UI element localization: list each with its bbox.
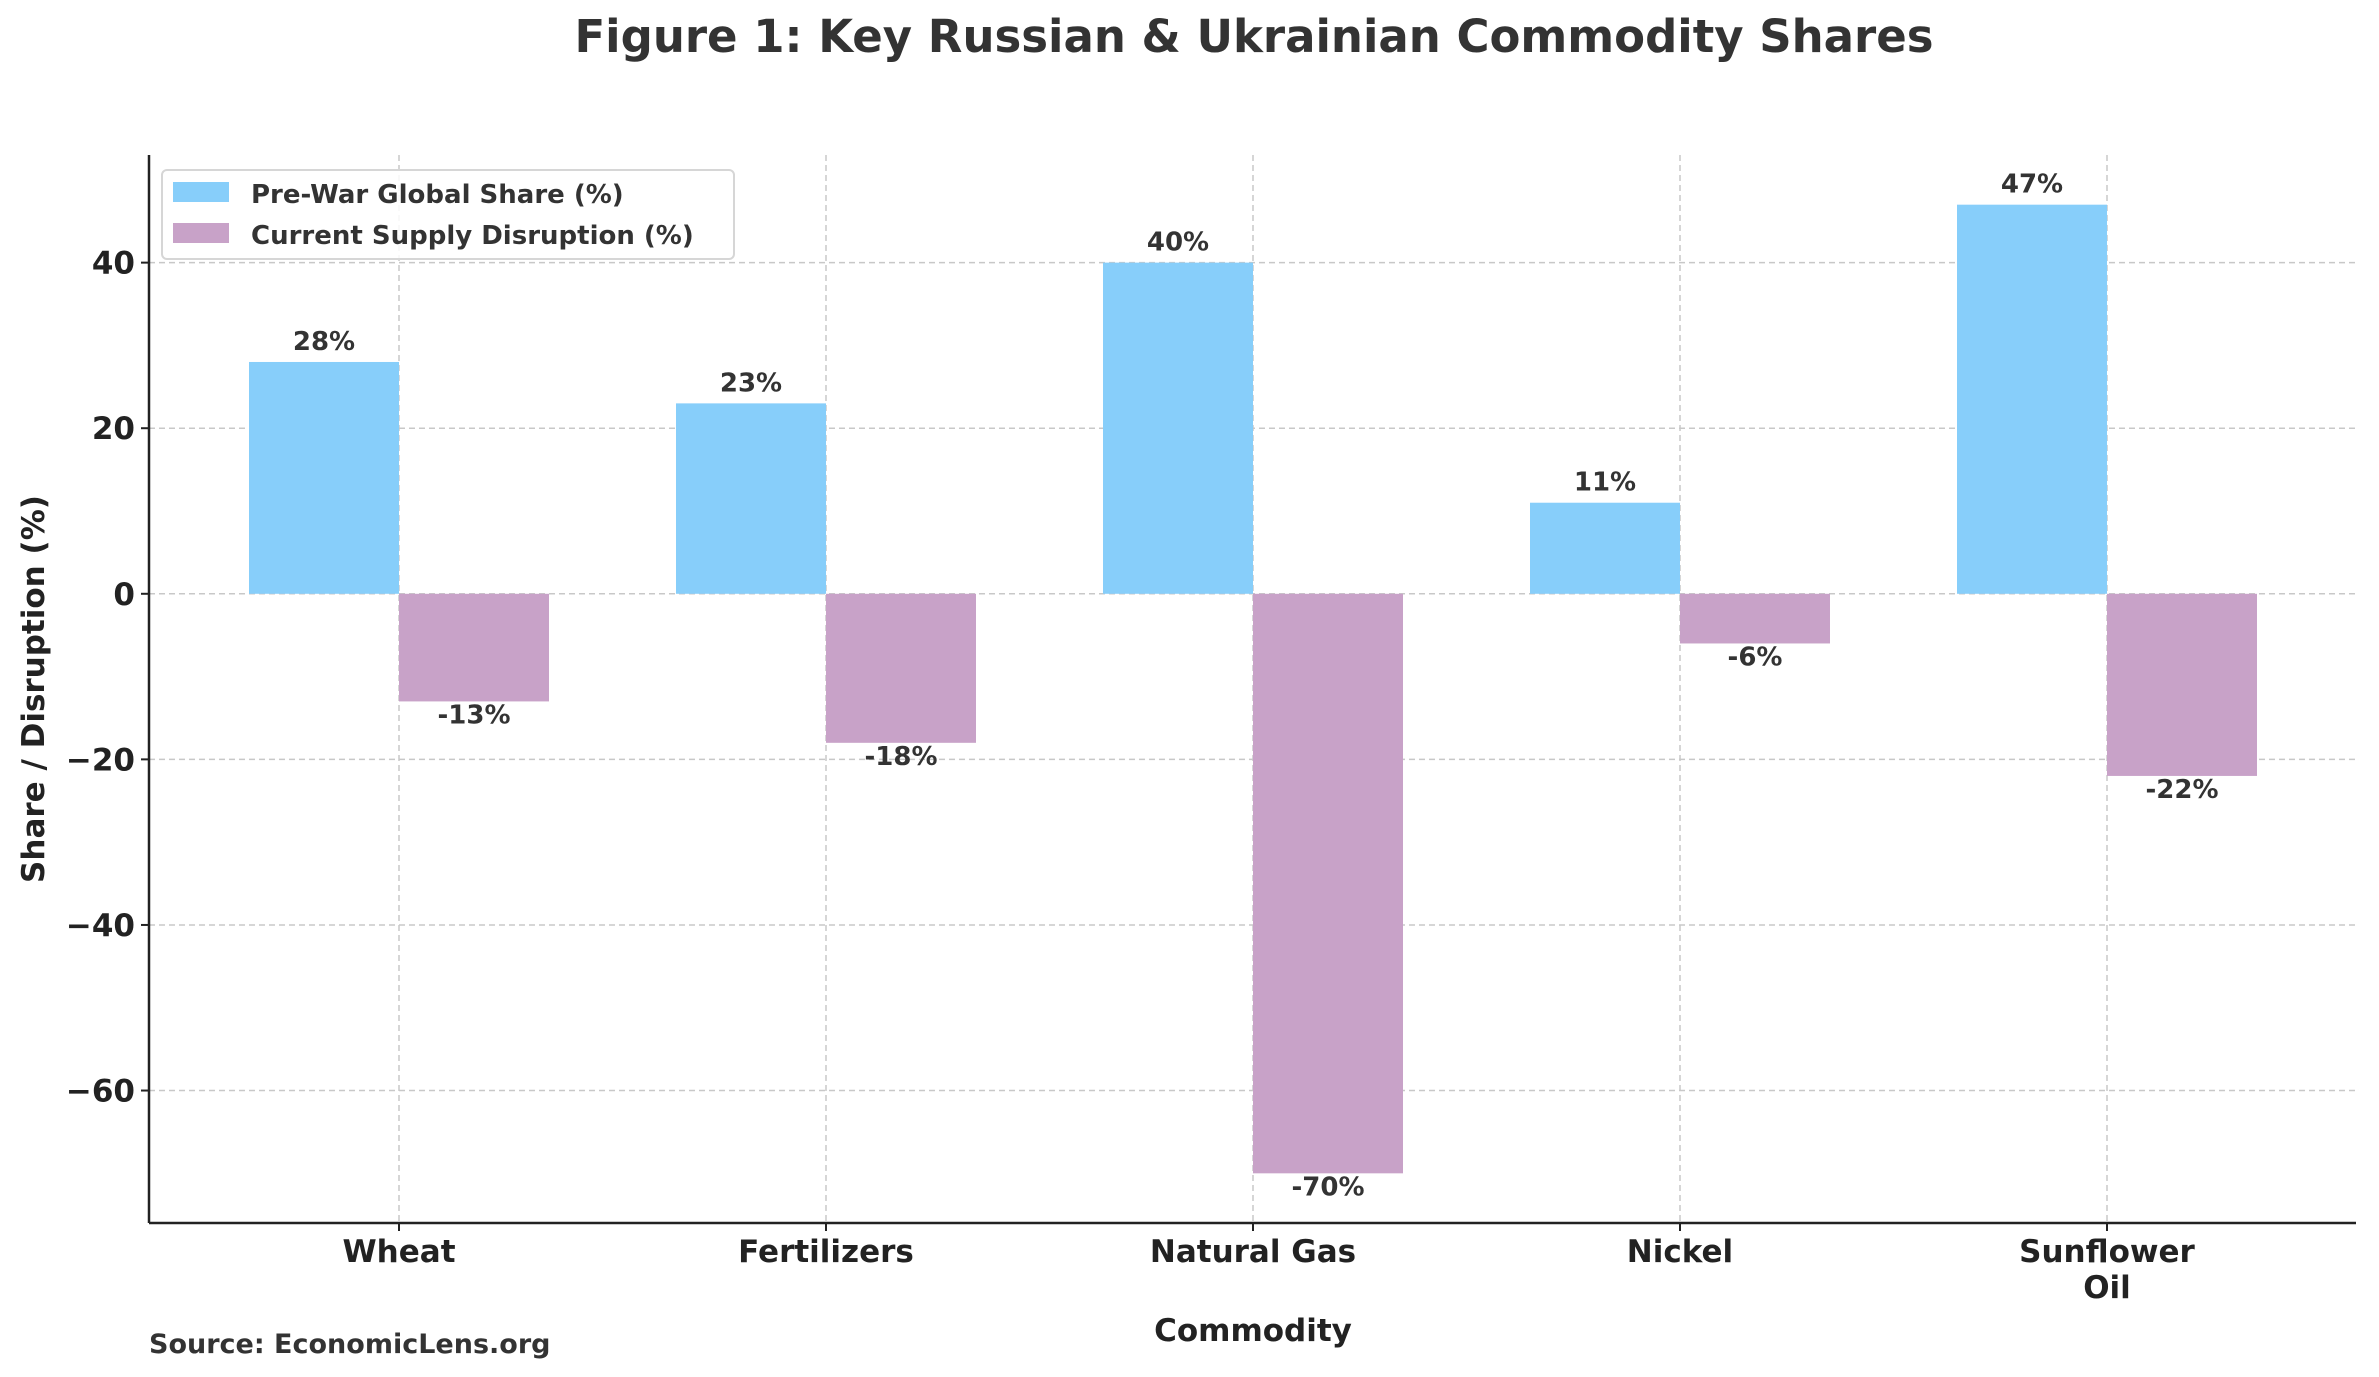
bar-pre-war <box>1530 502 1680 594</box>
legend-swatch-disruption <box>173 223 229 243</box>
data-label: 47% <box>2001 170 2063 200</box>
legend-label-pre-war: Pre-War Global Share (%) <box>251 180 624 210</box>
data-label: -22% <box>2145 775 2218 805</box>
x-tick-label: Fertilizers <box>738 1234 914 1270</box>
legend-frame <box>161 169 735 260</box>
source-note: Source: EconomicLens.org <box>149 1329 550 1360</box>
bar-disruption <box>826 593 976 743</box>
bar-disruption <box>2107 593 2257 776</box>
chart-title: Figure 1: Key Russian & Ukrainian Commod… <box>574 10 1933 63</box>
axes: −60 −40 −20 0 20 40 Wheat Fertilizers Natural Ga… <box>66 155 2356 1306</box>
data-label: 11% <box>1574 468 1636 498</box>
x-tick-label: Natural Gas <box>1150 1234 1356 1270</box>
legend: Pre-War Global Share (%) Current Supply … <box>161 169 735 260</box>
y-axis-label: Share / Disruption (%) <box>16 495 52 883</box>
bar-pre-war <box>249 361 399 594</box>
bar-disruption <box>399 593 549 702</box>
legend-label-disruption: Current Supply Disruption (%) <box>251 221 694 251</box>
bar-disruption <box>1253 593 1403 1174</box>
x-tick-label: Oil <box>2083 1270 2131 1306</box>
y-tick-label: −40 <box>66 908 135 944</box>
bar-pre-war <box>1103 262 1253 594</box>
x-tick-label: Sunflower <box>2019 1234 2195 1270</box>
bar-pre-war <box>1957 204 2107 594</box>
data-label: 28% <box>293 327 355 357</box>
x-tick-label: Nickel <box>1627 1234 1733 1270</box>
y-tick-label: −20 <box>66 742 135 778</box>
bar-pre-war <box>676 403 826 594</box>
data-label: -70% <box>1291 1172 1364 1202</box>
legend-swatch-pre-war <box>173 182 229 202</box>
data-label: 23% <box>720 368 782 398</box>
bar-disruption <box>1680 593 1830 644</box>
x-tick-label: Wheat <box>342 1234 455 1270</box>
data-label: -18% <box>864 742 937 772</box>
y-tick-label: 40 <box>92 246 135 282</box>
bars: 28% 23% 40% 11% 47% -13% -18% -70% -6% -22% <box>249 170 2257 1202</box>
x-axis-label: Commodity <box>1154 1313 1352 1349</box>
y-tick-label: 0 <box>113 577 135 613</box>
data-label: 40% <box>1147 228 1209 258</box>
data-label: -13% <box>437 700 510 730</box>
y-tick-label: −60 <box>66 1074 135 1110</box>
y-tick-label: 20 <box>92 411 135 447</box>
data-label: -6% <box>1728 642 1783 672</box>
